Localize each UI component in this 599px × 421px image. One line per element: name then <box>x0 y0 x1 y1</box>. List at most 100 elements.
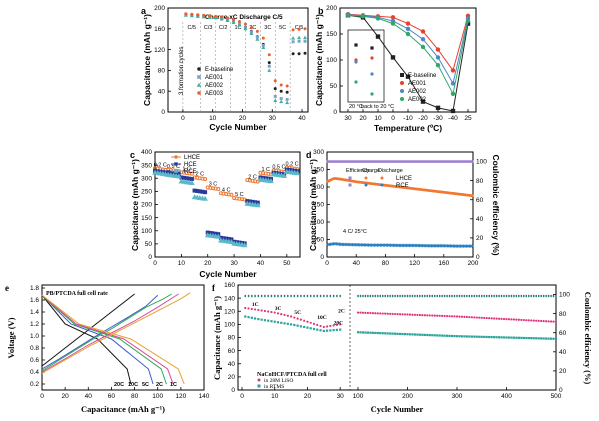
panel-b-point <box>405 31 411 37</box>
panel-d-point-rce <box>454 244 458 248</box>
panel-f-eff-point <box>316 295 319 298</box>
panel-f-point <box>470 335 473 338</box>
panel-d-legend-label: LHCE <box>396 176 412 182</box>
panel-a-point <box>303 27 307 31</box>
panel-b-point <box>420 99 426 104</box>
panel-f-eff-point <box>443 295 446 298</box>
panel-e-ytick-label: 1.4 <box>30 309 39 316</box>
panel-f-eff-point <box>525 295 528 298</box>
panel-c-point <box>281 172 288 178</box>
panel-d-point-eff <box>345 160 348 163</box>
panel-d-point-rce <box>459 244 462 249</box>
panel-f-point <box>273 320 276 323</box>
panel-f-eff-point <box>542 295 545 298</box>
panel-d-point-eff <box>441 160 445 163</box>
panel-f-point <box>470 316 473 319</box>
panel-f-point <box>522 336 525 340</box>
panel-f-point <box>436 314 439 317</box>
panel-d-point-rce <box>340 242 344 247</box>
panel-d-point-rce <box>412 243 416 248</box>
panel-b-legend-label: AE002 <box>408 89 427 95</box>
panel-a-point <box>243 26 248 31</box>
panel-f-point <box>306 326 309 329</box>
panel-f-ytick-label: 140 <box>224 295 235 302</box>
panel-c-point <box>255 179 260 184</box>
panel-f-eff-point <box>485 295 488 298</box>
panel-f-xtick-label: 500 <box>551 393 562 400</box>
panel-d-point-eff <box>335 160 338 163</box>
panel-c-xtick-label: 40 <box>257 260 265 267</box>
panel-f-point <box>260 318 263 321</box>
panel-f-eff-point <box>421 295 424 298</box>
panel-f-point <box>520 336 523 339</box>
panel-f-point <box>309 327 312 330</box>
panel-f-point <box>374 312 377 315</box>
panel-f-point <box>535 319 538 322</box>
panel-d-point-eff <box>402 160 405 163</box>
panel-d-point-rce <box>364 243 368 247</box>
panel-e-letter: e <box>5 283 9 293</box>
panel-a-point <box>261 43 265 47</box>
panel-c-legend-marker <box>173 168 179 173</box>
panel-d-point-rce <box>444 243 448 248</box>
panel-f-eff-point <box>498 295 500 298</box>
panel-f-point <box>421 333 424 336</box>
panel-f-point <box>403 333 407 336</box>
panel-f-letter: f <box>212 283 216 293</box>
panel-a-xlabel: Cycle Number <box>209 122 267 132</box>
panel-f-eff-point <box>254 295 256 298</box>
panel-f-point <box>537 319 540 322</box>
panel-d-legend-head: Discharge <box>378 168 403 174</box>
panel-b-point <box>405 26 411 31</box>
panel-c-xtick-label: 50 <box>283 260 291 267</box>
panel-d-point-eff <box>438 160 442 163</box>
panel-f-point <box>361 311 365 314</box>
panel-d-point-eff <box>455 160 458 163</box>
panel-a-rate-label: 2C <box>249 25 256 31</box>
panel-a-legend-label: AE002 <box>205 83 224 89</box>
panel-f-point <box>253 308 257 311</box>
panel-a-point <box>237 23 242 27</box>
panel-d-xtick-label: 200 <box>468 260 479 267</box>
panel-f-point <box>364 331 367 334</box>
panel-f-point <box>532 319 535 322</box>
panel-d-point-eff <box>456 160 459 163</box>
panel-d-ytick-label: 200 <box>313 184 324 191</box>
panel-e-rate-label: 5C <box>142 382 149 388</box>
panel-f-ticks: 0 10 20 30 100 200 300 400 500020406080100120140… <box>224 282 570 400</box>
panel-c-rate-label: 0.5 C <box>167 164 180 170</box>
panel-f-eff-point <box>495 295 498 298</box>
panel-d-point-rce <box>405 243 408 248</box>
panel-d-legend-marker <box>364 176 368 180</box>
panel-f-point <box>394 312 397 316</box>
panel-d-point-rce <box>438 243 442 248</box>
panel-e-discharge-curve <box>41 294 174 385</box>
panel-b-legend: E-baseline AE001 AE002 AE002 <box>400 73 437 103</box>
panel-f-point <box>369 331 372 334</box>
panel-f-xtick-label: 400 <box>501 393 512 400</box>
panel-a-point <box>184 12 188 16</box>
panel-f-eff-point <box>357 295 359 298</box>
panel-f-eff-point <box>483 295 486 298</box>
panel-f-point <box>398 313 402 316</box>
panel-f-eff-point <box>448 295 451 298</box>
panel-e-ytick-label: 0.4 <box>30 369 39 376</box>
panel-d-point-rce <box>327 242 331 247</box>
panel-f-point <box>530 319 533 322</box>
panel-d-point-eff <box>357 160 360 163</box>
panel-f-point <box>247 307 250 310</box>
panel-e-xtick-label: 20 <box>62 393 70 400</box>
panel-f-point <box>280 313 283 316</box>
panel-d-xtick-label: 160 <box>438 260 449 267</box>
panel-f-eff-point <box>433 295 436 298</box>
panel-f-eff-point <box>257 295 260 298</box>
panel-e-charge-curve <box>41 293 172 372</box>
panel-f-eff-point <box>416 295 419 298</box>
panel-d-point-rce <box>453 244 457 248</box>
panel-c-point <box>229 192 234 197</box>
panel-d-point-eff <box>395 160 398 163</box>
panel-d-point-eff <box>443 160 446 163</box>
panel-a-legend-marker <box>196 82 202 87</box>
panel-a: a Charge xC Discharge C/5 C/5 C/3 C/2 1C 2C 3… <box>141 5 309 132</box>
